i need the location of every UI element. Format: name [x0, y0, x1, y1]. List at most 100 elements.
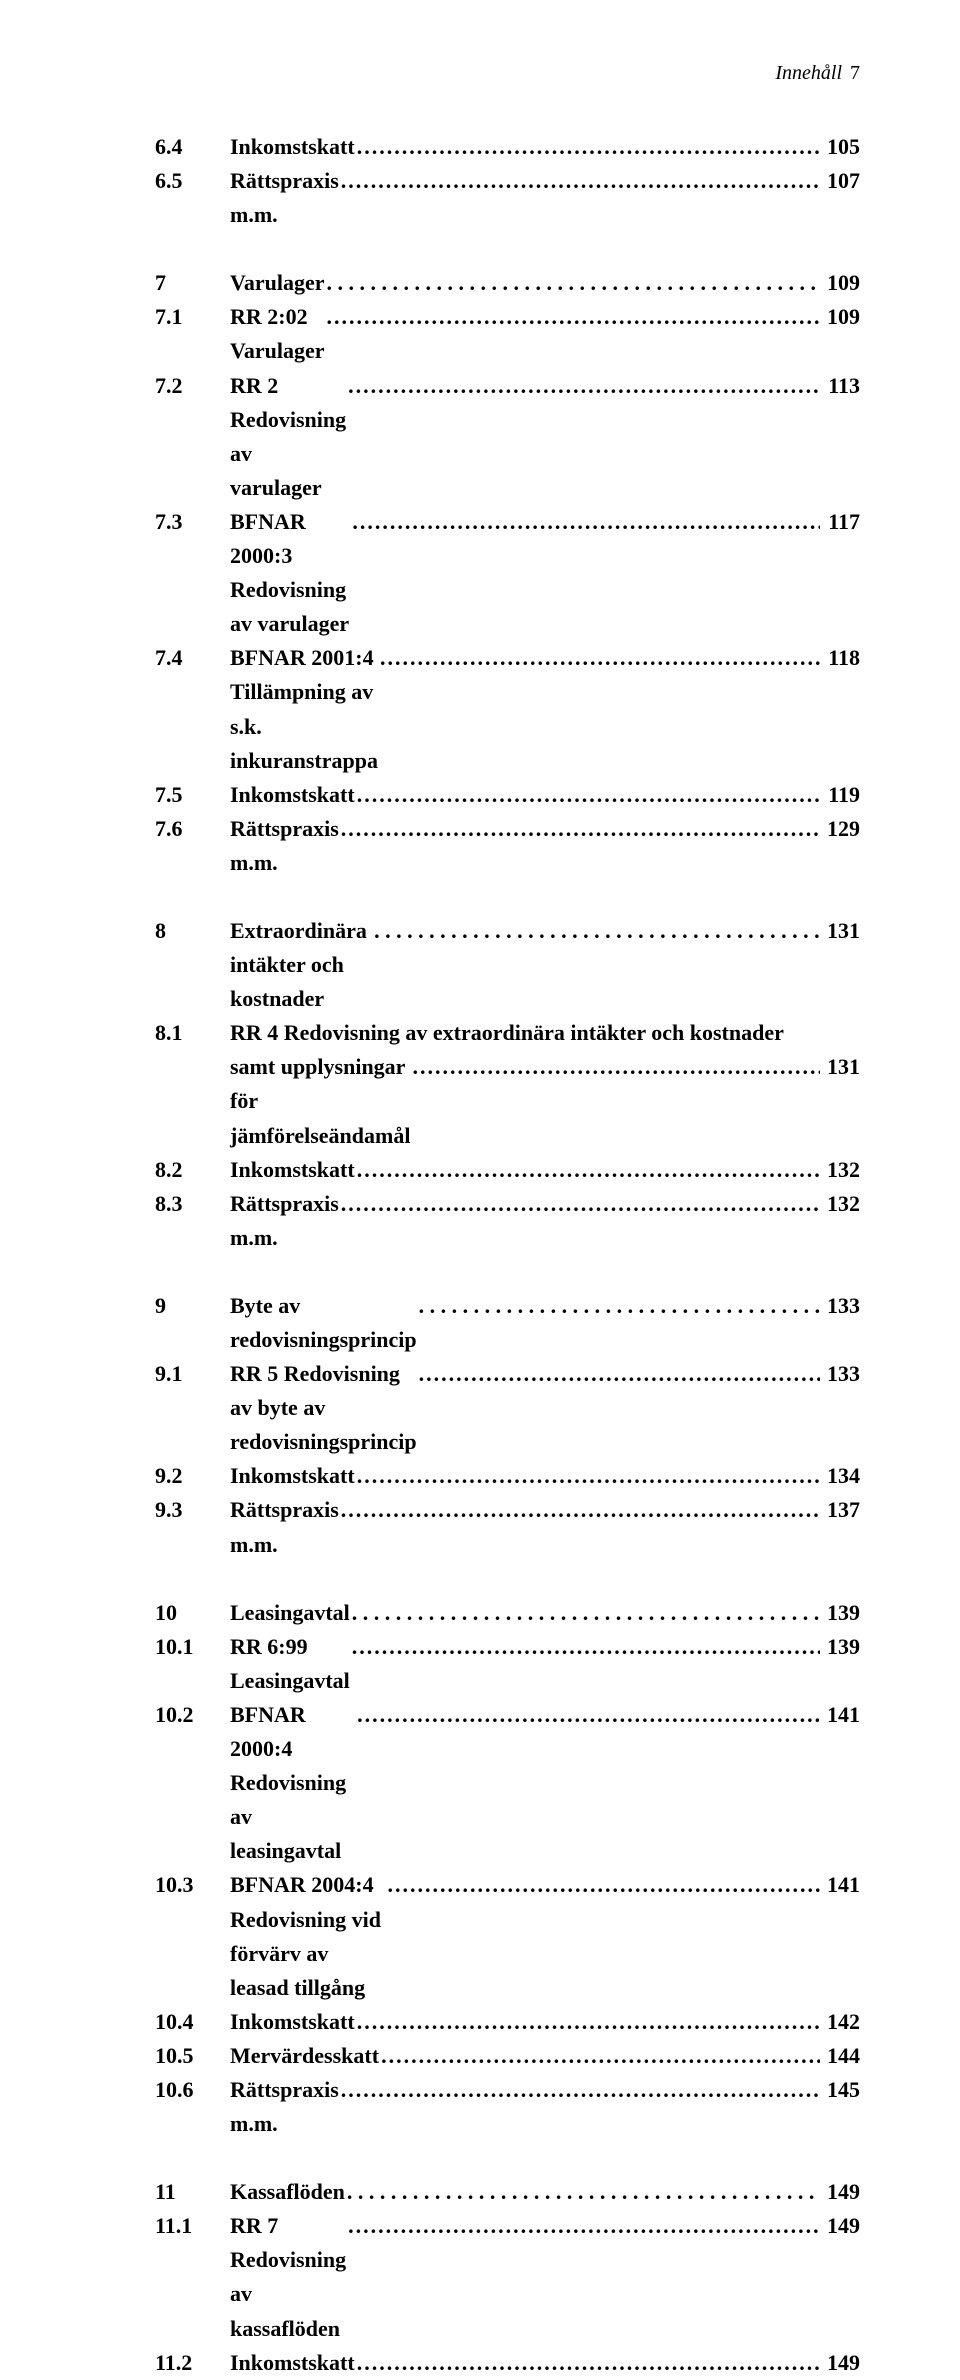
toc-entry-title-col: Inkomstskatt149 [230, 2346, 860, 2380]
toc-entry-number: 7.1 [155, 300, 230, 334]
toc-leader-dots [341, 1493, 820, 1527]
toc-entry-page: 149 [822, 2175, 860, 2209]
toc-entry-title-col: Rättspraxis m.m. 145 [230, 2073, 860, 2141]
toc-entry-title-col: Inkomstskatt134 [230, 1459, 860, 1493]
toc-leader-dots [341, 2073, 820, 2107]
toc-entry-number: 9.3 [155, 1493, 230, 1527]
toc-entry-number: 7.3 [155, 505, 230, 539]
toc-entry-row: 6.4Inkomstskatt 105 [155, 130, 860, 164]
toc-entry-title: Rättspraxis m.m. [230, 812, 339, 880]
toc-entry-row: 10.3BFNAR 2004:4 Redovisning vid förvärv… [155, 1868, 860, 2004]
toc-entry-number: 11.2 [155, 2346, 230, 2380]
toc-entry-title-col: RR 2 Redovisning av varulager113 [230, 369, 860, 505]
toc-entry-row: 8.1RR 4 Redovisning av extraordinära int… [155, 1016, 860, 1050]
toc-entry-title-col: Inkomstskatt142 [230, 2005, 860, 2039]
toc-entry-number: 10.6 [155, 2073, 230, 2107]
toc-entry-row: 10.1RR 6:99 Leasingavtal139 [155, 1630, 860, 1698]
toc-entry-page: 139 [822, 1630, 860, 1664]
toc-entry-number: 7.4 [155, 641, 230, 675]
toc-entry-number: 11.1 [155, 2209, 230, 2243]
toc-entry-title-col: Mervärdesskatt144 [230, 2039, 860, 2073]
toc-leader-dots [341, 164, 820, 198]
toc-entry-page: 107 [822, 164, 860, 198]
toc-leader-dots [347, 2175, 820, 2209]
toc-entry-page: 105 [822, 130, 860, 164]
toc-leader-dots [419, 1357, 820, 1391]
toc-entry-title-col: Extraordinära intäkter och kostnader 131 [230, 914, 860, 1016]
toc-entry-title-col: RR 5 Redovisning av byte av redovisnings… [230, 1357, 860, 1459]
toc-entry-title: BFNAR 2000:4 Redovisning av leasingavtal [230, 1698, 355, 1868]
toc-entry-title: Rättspraxis m.m. [230, 2073, 339, 2141]
toc-entry-number: 8.3 [155, 1187, 230, 1221]
toc-entry-row: 7.1RR 2:02 Varulager 109 [155, 300, 860, 368]
toc-entry-number: 9.1 [155, 1357, 230, 1391]
toc-entry-number: 10 [155, 1596, 230, 1630]
toc-section: 7Varulager 1097.1RR 2:02 Varulager1097.2… [155, 266, 860, 880]
toc-leader-dots [341, 1187, 820, 1221]
toc-entry-number: 6.5 [155, 164, 230, 198]
toc-entry-title: Rättspraxis m.m. [230, 1493, 339, 1561]
toc-entry-row: 10.4Inkomstskatt142 [155, 2005, 860, 2039]
document-page: Innehåll7 6.4Inkomstskatt1056.5Rättsprax… [0, 0, 960, 1410]
toc-section: 11Kassaflöden 14911.1RR 7 Redovisning av… [155, 2175, 860, 2380]
toc-entry-row: 10.5Mervärdesskatt144 [155, 2039, 860, 2073]
toc-leader-dots [412, 1050, 820, 1084]
toc-entry-title: Inkomstskatt [230, 130, 355, 164]
toc-entry-page: 141 [822, 1868, 860, 1902]
toc-entry-number: 7.2 [155, 369, 230, 403]
toc-entry-number: 7 [155, 266, 230, 300]
toc-entry-page: 119 [822, 778, 860, 812]
toc-section: 6.4Inkomstskatt 1056.5Rättspraxis m.m.107 [155, 130, 860, 232]
toc-entry-row: 8.3Rättspraxis m.m.132 [155, 1187, 860, 1255]
toc-entry-number: 6.4 [155, 130, 230, 164]
toc-entry-number: 8.1 [155, 1016, 230, 1050]
toc-section: 8Extraordinära intäkter och kostnader 13… [155, 914, 860, 1255]
toc-entry-row: 10.6Rättspraxis m.m. 145 [155, 2073, 860, 2141]
toc-entry-row: 10.2BFNAR 2000:4 Redovisning av leasinga… [155, 1698, 860, 1868]
toc-entry-page: 132 [822, 1153, 860, 1187]
toc-entry-number: 10.5 [155, 2039, 230, 2073]
toc-leader-dots [357, 1153, 820, 1187]
toc-entry-page: 149 [822, 2346, 860, 2380]
toc-leader-dots [348, 369, 820, 403]
toc-entry-number: 8 [155, 914, 230, 948]
toc-leader-dots [357, 1459, 820, 1493]
toc-entry-row: 7.3BFNAR 2000:3 Redovisning av varulager… [155, 505, 860, 641]
toc-entry-number: 9 [155, 1289, 230, 1323]
toc-entry-title-col: BFNAR 2000:3 Redovisning av varulager117 [230, 505, 860, 641]
toc-entry-number: 10.4 [155, 2005, 230, 2039]
toc-entry-page: 133 [822, 1357, 860, 1391]
toc-entry-title-col: BFNAR 2001:4 Tillämpning av s.k. inkuran… [230, 641, 860, 777]
toc-entry-page: 134 [822, 1459, 860, 1493]
toc-leader-dots [374, 914, 820, 948]
toc-entry-number: 10.3 [155, 1868, 230, 1902]
toc-leader-dots [348, 2209, 820, 2243]
toc-entry-title: RR 2:02 Varulager [230, 300, 325, 368]
toc-heading-row: 9Byte av redovisningsprincip 133 [155, 1289, 860, 1357]
toc-leader-dots [357, 130, 820, 164]
toc-entry-title: RR 5 Redovisning av byte av redovisnings… [230, 1357, 417, 1459]
toc-leader-dots [387, 1868, 820, 1902]
toc-entry-page: 145 [822, 2073, 860, 2107]
toc-entry-row: 6.5Rättspraxis m.m.107 [155, 164, 860, 232]
toc-entry-title-cont: samt upplysningar för jämförelseändamål [230, 1050, 410, 1152]
toc-entry-title-col: Leasingavtal 139 [230, 1596, 860, 1630]
toc-entry-title-col: RR 7 Redovisning av kassaflöden149 [230, 2209, 860, 2345]
toc-entry-title: Byte av redovisningsprincip [230, 1289, 417, 1357]
toc-entry-title-col: BFNAR 2004:4 Redovisning vid förvärv av … [230, 1868, 860, 2004]
toc-leader-dots [381, 2039, 820, 2073]
toc-section: 10Leasingavtal 13910.1RR 6:99 Leasingavt… [155, 1596, 860, 2142]
toc-entry-row: 7.6Rättspraxis m.m.129 [155, 812, 860, 880]
toc-entry-title-col: BFNAR 2000:4 Redovisning av leasingavtal… [230, 1698, 860, 1868]
toc-entry-page: 109 [822, 300, 860, 334]
toc-entry-title: BFNAR 2001:4 Tillämpning av s.k. inkuran… [230, 641, 378, 777]
toc-entry-title-col: RR 2:02 Varulager 109 [230, 300, 860, 368]
toc-leader-dots [357, 2005, 820, 2039]
toc-entry-row: 9.1RR 5 Redovisning av byte av redovisni… [155, 1357, 860, 1459]
toc-entry-row: 9.3Rättspraxis m.m.137 [155, 1493, 860, 1561]
toc-entry-title-col: Inkomstskatt132 [230, 1153, 860, 1187]
toc-leader-dots [341, 812, 820, 846]
header-page-number: 7 [850, 62, 860, 84]
toc-entry-title: RR 4 Redovisning av extraordinära intäkt… [230, 1016, 784, 1050]
toc-entry-page: 129 [822, 812, 860, 846]
